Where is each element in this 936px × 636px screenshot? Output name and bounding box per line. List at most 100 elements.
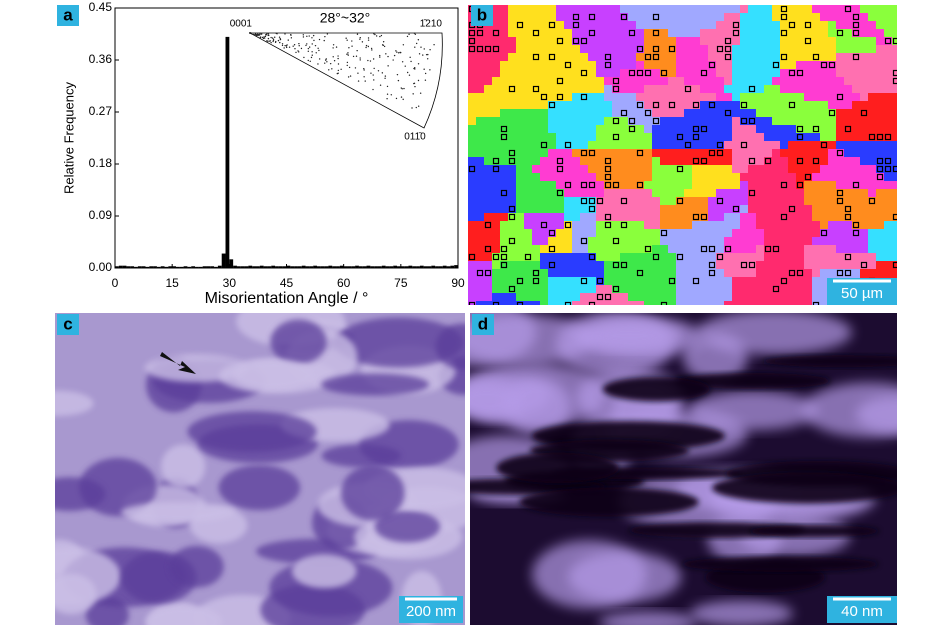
grain-cell [756,277,764,285]
boundary [604,157,612,165]
grain-cell [740,29,748,37]
grain-cell [828,109,836,117]
ebsd-map [468,5,897,305]
grain-cell [740,141,748,149]
grain-cell [756,253,764,261]
grain-cell [724,45,732,53]
bar [362,266,367,268]
grain-cell [612,253,620,261]
grain-cell [652,285,660,293]
grain-cell [500,29,508,37]
grain-cell [580,261,588,269]
grain-cell [692,141,700,149]
grain-cell [676,261,684,269]
grain-cell [492,133,500,141]
x-tick-label: 30 [223,276,237,290]
grain-cell [652,53,660,61]
grain-cell [708,133,716,141]
grain-cell [540,77,548,85]
grain-cell [628,237,636,245]
bar [248,265,253,268]
inset-dot [359,59,361,61]
grain-cell [788,301,796,305]
grain-cell [628,77,636,85]
grain-cell [756,5,764,13]
grain-cell [572,109,580,117]
grain-cell [764,301,772,305]
bar [267,266,272,268]
grain-cell [852,77,860,85]
grain-cell [508,69,516,77]
grain-cell [764,173,772,181]
boundary [636,45,644,53]
bar [442,265,447,268]
grain-cell [628,21,636,29]
grain-cell [524,173,532,181]
grain-cell [540,205,548,213]
grain-cell [524,277,532,285]
boundary [812,301,820,305]
grain-cell [772,221,780,229]
grain-cell [716,93,724,101]
grain-cell [508,85,516,93]
grain-cell [804,261,812,269]
grain-cell [604,197,612,205]
grain-cell [652,69,660,77]
grain-cell [668,61,676,69]
inset-dot [302,34,305,36]
bar [446,266,451,268]
grain-cell [572,261,580,269]
grain-cell [660,61,668,69]
grain-cell [516,293,524,301]
grain-cell [892,157,897,165]
grain-cell [732,261,740,269]
boundary [748,117,756,125]
grain-cell [652,157,660,165]
boundary [876,165,884,173]
grain-cell [836,77,844,85]
grain-cell [876,125,884,133]
grain-cell [468,269,476,277]
inset-dot [335,46,338,48]
grain-cell [556,45,564,53]
grain-cell [756,53,764,61]
boundary [604,293,612,301]
grain-cell [844,141,852,149]
grain-cell [692,293,700,301]
grain-cell [636,277,644,285]
boundary [836,197,844,205]
grain-cell [820,125,828,133]
domain [320,373,430,396]
grain-cell [796,261,804,269]
grain-cell [540,69,548,77]
grain-cell [532,221,540,229]
grain-cell [836,117,844,125]
grain-cell [484,229,492,237]
grain-cell [868,197,876,205]
grain-cell [772,229,780,237]
grain-cell [588,101,596,109]
inset-dot [372,88,374,91]
grain-cell [508,13,516,21]
grain-cell [756,141,764,149]
grain-cell [708,189,716,197]
grain-cell [868,133,876,141]
grain-cell [732,141,740,149]
boundary [492,301,500,305]
grain-cell [476,245,484,253]
grain-cell [692,125,700,133]
grain-cell [492,197,500,205]
boundary [468,301,476,305]
inset-dot [283,47,285,49]
grain-cell [844,125,852,133]
boundary [628,125,636,133]
grain-cell [884,261,892,269]
inset-dot [406,35,409,38]
grain-cell [660,117,668,125]
boundary [580,69,588,77]
grain-cell [668,197,676,205]
boundary [796,181,804,189]
grain-cell [500,237,508,245]
grain-cell [828,45,836,53]
domain-light [292,554,357,589]
